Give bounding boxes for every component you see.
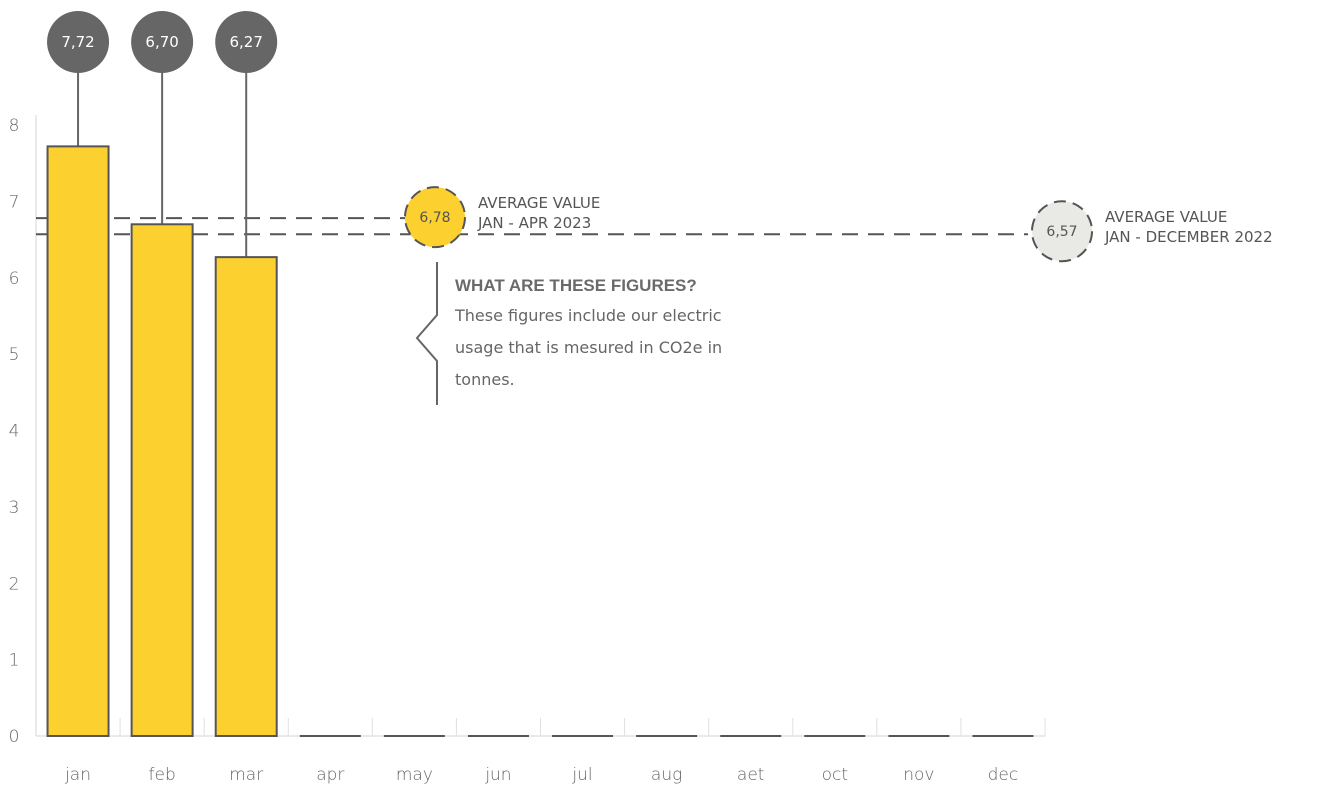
- category-label: jun: [484, 765, 511, 785]
- category-labels: jan feb mar apr may jun jul aug aet oct nov dec: [64, 765, 1018, 785]
- bars: 7,72 6,70 6,27: [46, 11, 1034, 737]
- annotation-title: WHAT ARE THESE FIGURES?: [455, 276, 697, 295]
- y-tick-label: 5: [9, 345, 20, 365]
- average-badge: [404, 186, 466, 249]
- y-tick-label: 8: [9, 116, 20, 136]
- bar: [130, 223, 194, 737]
- average-label-line-2: JAN - APR 2023: [477, 214, 591, 232]
- value-bubble: [215, 11, 278, 73]
- category-label: aet: [737, 765, 765, 785]
- annotation-line-1: These figures include our electric: [454, 306, 722, 325]
- category-label: jan: [64, 765, 91, 785]
- average-badge: [1031, 200, 1093, 263]
- category-separators: [119, 718, 1046, 736]
- category-label: oct: [822, 765, 848, 785]
- category-label: apr: [316, 765, 344, 785]
- category-label: nov: [903, 765, 934, 785]
- average-badge-value: 6,78: [419, 210, 450, 226]
- category-label: aug: [651, 765, 682, 785]
- bar: [214, 256, 278, 737]
- average-badge-value: 6,57: [1046, 224, 1077, 240]
- value-label: 6,70: [145, 33, 178, 51]
- category-label: may: [396, 765, 433, 785]
- average-label-line-1: AVERAGE VALUE: [478, 194, 600, 212]
- average-label-line-1: AVERAGE VALUE: [1105, 208, 1227, 226]
- value-bubble: [47, 11, 110, 73]
- y-tick-label: 0: [9, 727, 20, 747]
- value-label: 7,72: [61, 33, 94, 51]
- y-tick-label: 2: [9, 574, 20, 594]
- category-label: jul: [571, 765, 592, 785]
- category-label: mar: [229, 765, 263, 785]
- value-bubble: [131, 11, 194, 73]
- y-tick-label: 6: [9, 269, 20, 289]
- annotation-brace: [415, 262, 438, 405]
- y-tick-label: 4: [9, 422, 20, 442]
- y-tick-label: 1: [9, 651, 20, 671]
- category-label: dec: [988, 765, 1019, 785]
- y-tick-labels: 0 1 2 3 4 5 6 7 8: [9, 116, 20, 747]
- annotation-line-3: tonnes.: [455, 370, 515, 389]
- y-tick-label: 3: [9, 498, 20, 518]
- y-tick-label: 7: [9, 192, 20, 212]
- value-label: 6,27: [230, 33, 263, 51]
- bar: [46, 145, 110, 737]
- annotation-line-2: usage that is mesured in CO2e in: [455, 338, 722, 357]
- average-label-line-2: JAN - DECEMBER 2022: [1104, 228, 1273, 246]
- average-badges: 6,78 AVERAGE VALUE JAN - APR 2023 6,57 AVERA…: [404, 186, 1273, 263]
- category-label: feb: [149, 765, 176, 785]
- annotation: WHAT ARE THESE FIGURES? These figures in…: [415, 262, 722, 405]
